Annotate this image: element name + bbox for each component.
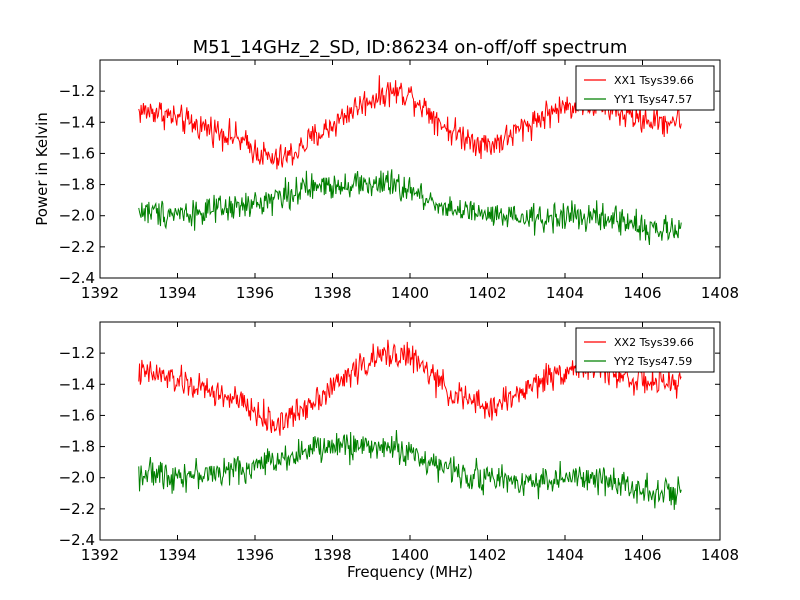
bottom-series-2-line — [138, 429, 682, 510]
top-legend-label-2: YY1 Tsys47.57 — [613, 93, 692, 106]
bottom-y-tick-label: −1.6 — [59, 406, 95, 424]
bottom-x-tick-label: 1404 — [546, 546, 584, 564]
top-series-2-line — [138, 169, 682, 246]
top-y-tick-label: −1.2 — [59, 82, 95, 100]
top-x-tick-label: 1400 — [391, 284, 429, 302]
top-x-tick-label: 1404 — [546, 284, 584, 302]
top-x-tick-label: 1392 — [81, 284, 119, 302]
bottom-plot: 1392 1394 1396 1398 1400 1402 1404 1406 1408 −2.4… — [59, 321, 739, 564]
bottom-x-tick-label: 1406 — [623, 546, 661, 564]
bottom-x-tick-label: 1396 — [236, 546, 274, 564]
bottom-x-tick-label: 1408 — [701, 546, 739, 564]
top-y-tick-label: −2.0 — [59, 207, 95, 225]
bottom-x-tick-label: 1394 — [158, 546, 196, 564]
top-x-tick-label: 1398 — [313, 284, 351, 302]
top-x-tick-label: 1402 — [468, 284, 506, 302]
bottom-y-tick-label: −1.4 — [59, 375, 95, 393]
bottom-x-tick-label: 1392 — [81, 546, 119, 564]
top-x-tick-label: 1396 — [236, 284, 274, 302]
bottom-legend-label-2: YY2 Tsys47.59 — [613, 355, 692, 368]
x-axis-label: Frequency (MHz) — [347, 563, 473, 581]
top-plot: 1392 1394 1396 1398 1400 1402 1404 1406 1408 −2.4… — [59, 59, 739, 302]
bottom-y-tick-label: −2.0 — [59, 469, 95, 487]
top-y-tick-label: −1.4 — [59, 113, 95, 131]
top-y-tick-label: −1.6 — [59, 144, 95, 162]
top-legend-box — [575, 65, 715, 111]
top-y-tick-label: −1.8 — [59, 176, 95, 194]
top-x-tick-label: 1408 — [701, 284, 739, 302]
bottom-y-tick-label: −2.2 — [59, 500, 95, 518]
top-x-tick-label: 1406 — [623, 284, 661, 302]
top-legend-label-1: XX1 Tsys39.66 — [614, 74, 694, 87]
bottom-y-tick-label: −1.8 — [59, 438, 95, 456]
top-y-tick-label: −2.2 — [59, 238, 95, 256]
bottom-x-tick-label: 1402 — [468, 546, 506, 564]
bottom-legend-label-1: XX2 Tsys39.66 — [614, 336, 694, 349]
top-x-tick-label: 1394 — [158, 284, 196, 302]
bottom-x-tick-label: 1398 — [313, 546, 351, 564]
chart-title: M51_14GHz_2_SD, ID:86234 on-off/off spec… — [193, 37, 628, 58]
bottom-legend-box — [575, 327, 715, 373]
bottom-y-tick-label: −2.4 — [59, 531, 95, 549]
bottom-x-tick-label: 1400 — [391, 546, 429, 564]
y-axis-label: Power in Kelvin — [33, 112, 51, 226]
top-y-tick-label: −2.4 — [59, 269, 95, 287]
bottom-y-tick-label: −1.2 — [59, 344, 95, 362]
